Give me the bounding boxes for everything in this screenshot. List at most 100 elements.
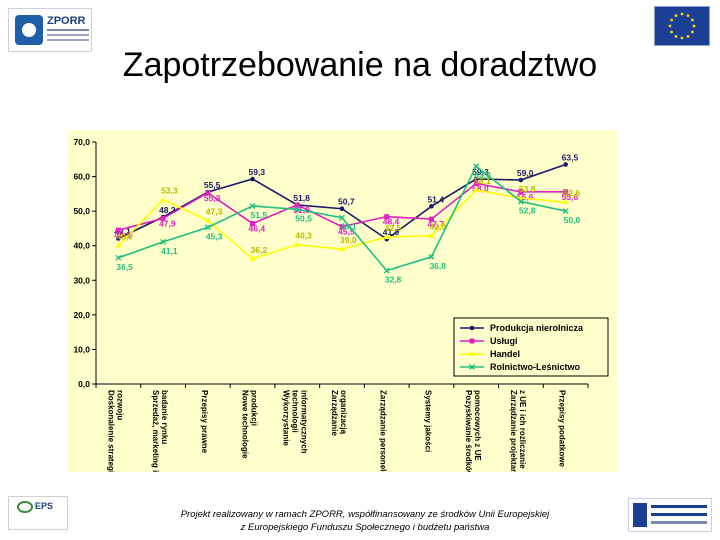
data-label: 55,6 bbox=[517, 192, 534, 202]
data-point bbox=[294, 202, 300, 208]
eu-star-icon bbox=[680, 12, 684, 16]
x-tick-label: Systemy jakości bbox=[423, 390, 432, 452]
data-point bbox=[563, 189, 569, 195]
data-label: 59,3 bbox=[249, 167, 266, 177]
data-point bbox=[160, 196, 167, 202]
eu-star-icon bbox=[670, 30, 674, 34]
data-label: 51,5 bbox=[251, 210, 268, 220]
data-point bbox=[469, 351, 475, 356]
efs-logo-lines-icon bbox=[651, 505, 707, 508]
data-label: 56,1 bbox=[474, 176, 491, 186]
funding-note-line2: z Europejskiego Funduszu Społecznego i b… bbox=[240, 522, 490, 533]
x-tick-label: Przepisy prawne bbox=[200, 390, 209, 454]
data-label: 40,3 bbox=[295, 231, 312, 241]
data-point bbox=[205, 190, 211, 196]
data-point bbox=[384, 214, 390, 220]
data-label: 55,5 bbox=[204, 180, 221, 190]
funding-note: Projekt realizowany w ramach ZPORR, wspó… bbox=[130, 508, 600, 534]
eu-star-icon bbox=[686, 34, 690, 38]
data-label: 63,0 bbox=[474, 170, 491, 180]
y-tick-label: 50,0 bbox=[73, 206, 90, 216]
eu-stars-icon bbox=[668, 12, 696, 40]
data-point bbox=[383, 267, 390, 274]
data-point bbox=[250, 221, 256, 227]
data-point bbox=[383, 234, 390, 240]
page-title: Zapotrzebowanie na doradztwo bbox=[122, 46, 598, 84]
data-label: 44,5 bbox=[114, 230, 131, 240]
data-label: 32,8 bbox=[385, 275, 402, 285]
data-label: 42,5 bbox=[385, 223, 402, 233]
data-label: 53,8 bbox=[519, 184, 536, 194]
data-point bbox=[160, 215, 166, 221]
x-tick-label: Sprzedaż, marketing ibadanie rynku bbox=[151, 390, 169, 472]
data-point bbox=[249, 202, 256, 209]
data-point bbox=[473, 176, 479, 182]
data-label: 48,1 bbox=[340, 222, 357, 232]
data-point bbox=[429, 204, 434, 209]
y-tick-label: 10,0 bbox=[73, 344, 90, 354]
data-label: 63,5 bbox=[562, 152, 579, 162]
data-point bbox=[115, 242, 122, 248]
legend-label: Produkcja nierolnicza bbox=[490, 323, 584, 333]
x-tick-label: Zarządzanieorganizacją bbox=[330, 390, 348, 436]
data-label: 53,3 bbox=[161, 186, 178, 196]
x-tick-label: Pozyskiwanie środkówpomocowych z UE bbox=[464, 390, 482, 472]
efs-flag-icon bbox=[633, 503, 647, 527]
x-tick-label: Wykorzystanietechnologiiinformatycznych bbox=[281, 390, 308, 454]
data-point bbox=[204, 224, 211, 231]
data-point bbox=[339, 246, 345, 252]
data-label: 55,3 bbox=[204, 193, 221, 203]
data-point bbox=[428, 232, 435, 238]
y-tick-label: 40,0 bbox=[73, 241, 90, 251]
data-point bbox=[517, 198, 524, 205]
eu-star-icon bbox=[692, 24, 696, 28]
series-3: 40,0 53,3 47,3 36,2 40,3 39,0 42,5 42,9 56,1 53,8… bbox=[115, 176, 580, 261]
x-tick-label: Nowe technologieprodukcji bbox=[241, 390, 259, 459]
x-tick-label: Doskonalenie strategiirozwoju bbox=[106, 390, 124, 472]
x-tick-label: Zarządzanie personelem bbox=[379, 390, 388, 472]
data-point bbox=[294, 241, 301, 247]
data-label: 50,5 bbox=[295, 213, 312, 223]
data-label: 39,0 bbox=[340, 235, 357, 245]
data-label: 59,3 bbox=[472, 167, 489, 177]
data-label: 42,1 bbox=[114, 226, 131, 236]
zporr-logo-subtext-icon bbox=[47, 29, 89, 31]
zporr-logo-text: ZPORR bbox=[47, 15, 86, 27]
data-label: 48,3 bbox=[159, 205, 176, 215]
data-point bbox=[473, 180, 479, 186]
data-point bbox=[250, 176, 255, 182]
data-label: 48,4 bbox=[383, 217, 400, 227]
data-point bbox=[473, 163, 480, 170]
eps-logo-text: EPS bbox=[35, 501, 54, 511]
data-point bbox=[469, 325, 475, 331]
series-4: 36,5 41,1 45,3 51,5 50,5 48,1 32,8 36,8 63,0 52,8… bbox=[115, 163, 580, 285]
data-label: 36,5 bbox=[116, 262, 133, 272]
eu-star-icon bbox=[674, 14, 678, 18]
eps-logo: EPS bbox=[8, 496, 68, 530]
data-label: 47,7 bbox=[427, 219, 444, 229]
y-tick-label: 0,0 bbox=[78, 379, 90, 389]
data-point bbox=[518, 189, 524, 195]
data-point bbox=[116, 236, 121, 241]
data-point bbox=[339, 206, 345, 212]
data-label: 45,5 bbox=[338, 227, 355, 237]
data-label: 42,9 bbox=[429, 222, 446, 232]
eu-star-icon bbox=[690, 18, 694, 22]
eps-mark-icon bbox=[17, 501, 33, 513]
data-point bbox=[339, 214, 345, 221]
y-tick-label: 70,0 bbox=[73, 137, 90, 147]
data-label: 47,3 bbox=[206, 206, 223, 216]
data-point bbox=[518, 177, 524, 183]
zporr-logo: ZPORR bbox=[8, 8, 92, 52]
y-tick-label: 20,0 bbox=[73, 310, 90, 320]
eu-star-icon bbox=[680, 36, 684, 40]
chart-panel: 0,0 10,0 20,0 30,0 40,0 50,0 60,0 70,0 Doskonale… bbox=[68, 130, 618, 472]
eu-star-icon bbox=[686, 14, 690, 18]
x-tick-label: Zarządzanie projektamiz UE i ich rozlicz… bbox=[509, 390, 527, 472]
eu-star-icon bbox=[690, 30, 694, 34]
data-label: 55,6 bbox=[562, 192, 579, 202]
data-label: 58,0 bbox=[472, 183, 489, 193]
eu-star-icon bbox=[668, 24, 672, 28]
data-label: 46,4 bbox=[249, 224, 266, 234]
data-point bbox=[115, 254, 122, 261]
